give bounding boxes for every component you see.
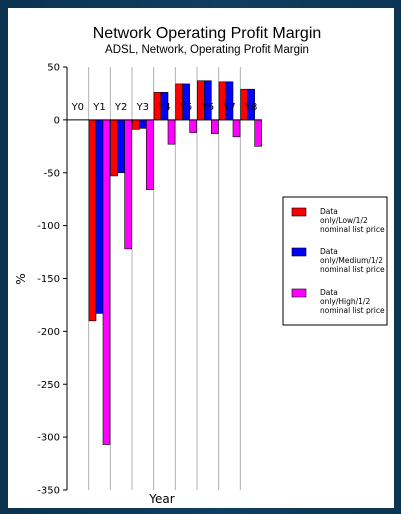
y-tick-label: 50 bbox=[47, 63, 60, 74]
category-label: Y8 bbox=[244, 102, 257, 113]
y-tick-label: -50 bbox=[44, 168, 60, 179]
legend: Data only/Low/1/2 nominal list price Data on… bbox=[282, 196, 388, 326]
category-label: Y1 bbox=[92, 102, 105, 113]
y-tick-label: -250 bbox=[37, 380, 60, 391]
bar bbox=[95, 119, 104, 314]
tick-labels: 50 0 -50 -100 -150 -200 -250 -300 -350 Y0 Y1 Y2 Y3 Y4… bbox=[37, 63, 257, 497]
legend-box bbox=[282, 196, 388, 326]
bar bbox=[211, 119, 219, 134]
y-tick-label: 0 bbox=[54, 115, 60, 126]
category-label: Y0 bbox=[71, 102, 84, 113]
bar bbox=[225, 81, 234, 121]
bar bbox=[88, 119, 97, 322]
x-axis-title: Year bbox=[148, 492, 174, 506]
bar bbox=[139, 119, 147, 129]
bar bbox=[110, 119, 118, 177]
bars bbox=[88, 80, 262, 445]
bar bbox=[124, 119, 132, 250]
legend-swatch bbox=[291, 247, 307, 257]
bar bbox=[167, 119, 176, 145]
bar bbox=[232, 119, 241, 138]
legend-label: Data only/Low/1/2 nominal list price bbox=[320, 207, 385, 234]
category-label: Y3 bbox=[136, 102, 149, 113]
legend-swatch bbox=[291, 288, 307, 298]
bar bbox=[132, 119, 140, 130]
y-axis-title: % bbox=[14, 273, 28, 284]
y-tick-label: -150 bbox=[37, 274, 60, 285]
bar bbox=[254, 119, 262, 147]
chart-title: Network Operating Profit Margin bbox=[93, 25, 322, 42]
y-tick-label: -100 bbox=[37, 221, 60, 232]
category-label: Y5 bbox=[179, 102, 192, 113]
legend-label: Data only/Medium/1/2 nominal list price bbox=[320, 247, 385, 274]
y-tick-label: -350 bbox=[37, 486, 60, 497]
bar bbox=[117, 119, 125, 174]
category-label: Y7 bbox=[222, 102, 235, 113]
gridlines bbox=[88, 67, 241, 490]
y-tick-label: -300 bbox=[37, 433, 60, 444]
bar bbox=[102, 119, 111, 445]
category-label: Y4 bbox=[157, 102, 170, 113]
category-label: Y2 bbox=[114, 102, 127, 113]
category-label: Y6 bbox=[201, 102, 214, 113]
axes bbox=[63, 66, 262, 491]
bar bbox=[146, 119, 154, 190]
y-tick-label: -200 bbox=[37, 327, 60, 338]
chart-subtitle: ADSL, Network, Operating Profit Margin bbox=[105, 44, 309, 56]
bar bbox=[218, 81, 227, 121]
bar bbox=[197, 80, 205, 121]
legend-swatch bbox=[291, 207, 307, 217]
bar bbox=[189, 119, 197, 133]
bar bbox=[204, 80, 212, 121]
legend-label: Data only/High/1/2 nominal list price bbox=[320, 288, 385, 315]
